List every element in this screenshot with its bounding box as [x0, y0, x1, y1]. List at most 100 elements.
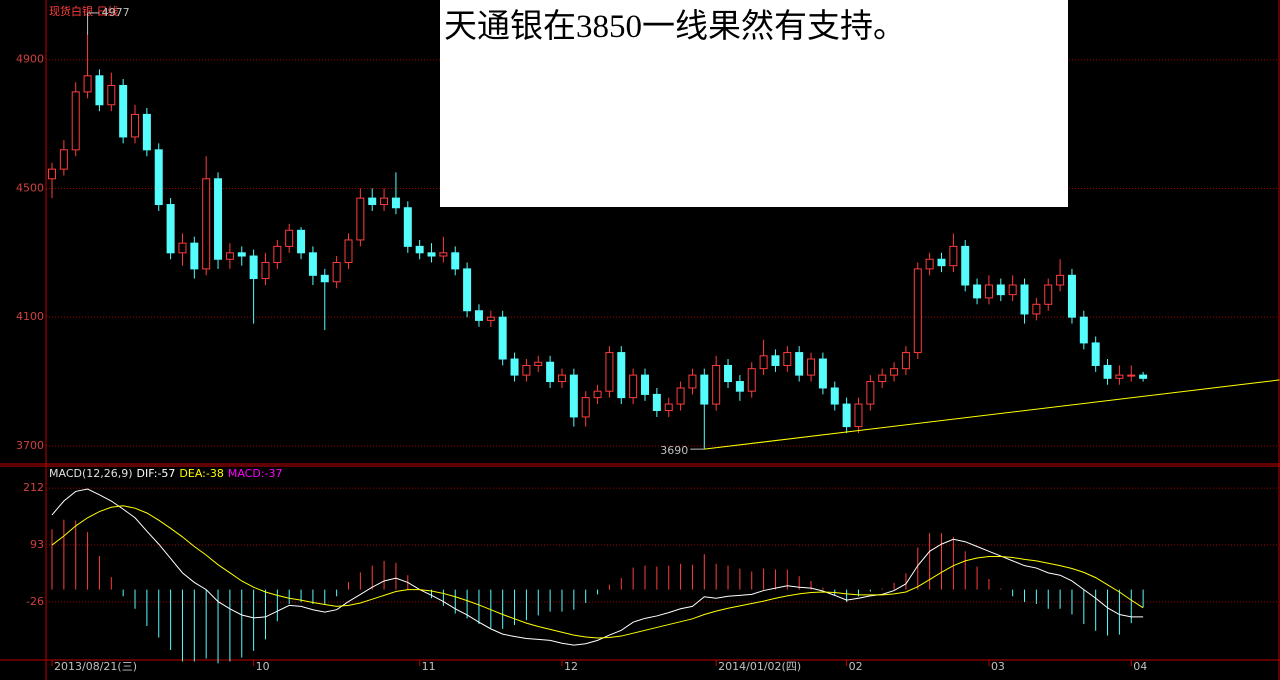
- candle-body: [474, 310, 483, 321]
- x-tick-label: 2014/01/02(四): [718, 660, 801, 673]
- candle-body: [131, 113, 140, 138]
- candle-body: [415, 245, 424, 254]
- candle-body: [652, 393, 661, 412]
- candle-body: [273, 245, 282, 263]
- candle-body: [818, 358, 827, 389]
- candle-body: [439, 252, 448, 257]
- y-tick-label: 212: [23, 481, 44, 494]
- candle-body: [320, 274, 329, 283]
- candle-body: [225, 252, 234, 260]
- y-tick-label: 3700: [16, 439, 44, 452]
- x-tick-label: 10: [256, 660, 270, 673]
- candle-body: [878, 374, 887, 383]
- high-label: 4977: [102, 6, 130, 19]
- candle-body: [1067, 274, 1076, 318]
- x-tick-label: 12: [564, 660, 578, 673]
- candle-body: [724, 364, 733, 383]
- candle-body: [854, 403, 863, 428]
- candle-body: [427, 252, 436, 257]
- candle-body: [332, 261, 341, 283]
- candle-body: [617, 352, 626, 399]
- candle-body: [996, 284, 1005, 296]
- candle-body: [1127, 374, 1136, 377]
- y-tick-label: 4100: [16, 310, 44, 323]
- candle-body: [830, 387, 839, 405]
- candle-body: [961, 245, 970, 286]
- candle-body: [890, 368, 899, 376]
- candle-body: [202, 178, 211, 270]
- candle-body: [688, 374, 697, 389]
- candle-body: [214, 178, 223, 260]
- note-box: 天通银在3850一线果然有支持。: [440, 0, 1068, 207]
- candle-body: [937, 258, 946, 267]
- candle-body: [522, 364, 531, 376]
- candle-body: [901, 352, 910, 370]
- candle-body: [119, 84, 128, 138]
- candle-body: [59, 149, 68, 170]
- candle-body: [664, 403, 673, 412]
- candle-body: [771, 355, 780, 366]
- legend-entry: DEA:-38: [179, 467, 223, 480]
- candle-body: [747, 368, 756, 392]
- low-label: 3690: [660, 444, 688, 457]
- chart-title: 现货白银 日线: [49, 4, 119, 18]
- y-tick-label: 4900: [16, 53, 44, 66]
- candle-body: [605, 352, 614, 392]
- candle-body: [546, 361, 555, 383]
- candle-body: [463, 268, 472, 312]
- candle-body: [83, 75, 92, 93]
- candle-body: [510, 358, 519, 376]
- candle-body: [700, 374, 709, 405]
- x-tick-label: 02: [849, 660, 863, 673]
- candle-body: [486, 316, 495, 321]
- candle-body: [984, 284, 993, 299]
- legend-entry: DIF:-57: [137, 467, 176, 480]
- candle-body: [581, 397, 590, 418]
- candle-body: [403, 207, 412, 247]
- candle-body: [107, 84, 116, 106]
- candle-body: [1044, 284, 1053, 305]
- y-tick-label: 4500: [16, 181, 44, 194]
- x-tick-label: 2013/08/21(三): [54, 660, 137, 673]
- candle-body: [1115, 374, 1124, 379]
- candle-body: [166, 204, 175, 254]
- legend-entry: MACD:-37: [228, 467, 283, 480]
- x-tick-label: 03: [991, 660, 1005, 673]
- candle-body: [641, 374, 649, 395]
- candle-body: [308, 252, 317, 276]
- candle-body: [676, 387, 685, 405]
- candle-body: [368, 197, 377, 206]
- candle-body: [1139, 374, 1148, 379]
- candle-body: [569, 374, 578, 418]
- candle-body: [344, 239, 353, 263]
- candle-body: [913, 268, 922, 354]
- y-tick-label: -26: [26, 595, 44, 608]
- indicator-title: MACD(12,26,9): [49, 467, 133, 480]
- candle-body: [142, 113, 151, 151]
- candle-body: [285, 229, 294, 247]
- indicator-line: [51, 488, 1144, 646]
- candle-body: [1091, 342, 1100, 366]
- candle-body: [1020, 284, 1029, 315]
- candle-body: [356, 197, 365, 241]
- candle-body: [391, 197, 400, 209]
- candle-body: [866, 381, 875, 405]
- candle-body: [380, 197, 389, 206]
- candle-body: [249, 255, 258, 280]
- candle-body: [1032, 303, 1041, 315]
- candle-body: [237, 252, 246, 257]
- candle-body: [95, 75, 104, 106]
- candle-body: [534, 361, 543, 366]
- candle-body: [973, 284, 982, 299]
- trend-line: [704, 379, 1280, 450]
- candle-body: [795, 352, 804, 376]
- candle-body: [261, 261, 270, 280]
- candle-body: [71, 91, 80, 151]
- candle-body: [842, 403, 851, 428]
- candle-body: [949, 245, 958, 267]
- candle-body: [593, 390, 602, 399]
- candle-body: [1008, 284, 1017, 296]
- candle-body: [297, 229, 306, 254]
- candle-body: [712, 364, 721, 405]
